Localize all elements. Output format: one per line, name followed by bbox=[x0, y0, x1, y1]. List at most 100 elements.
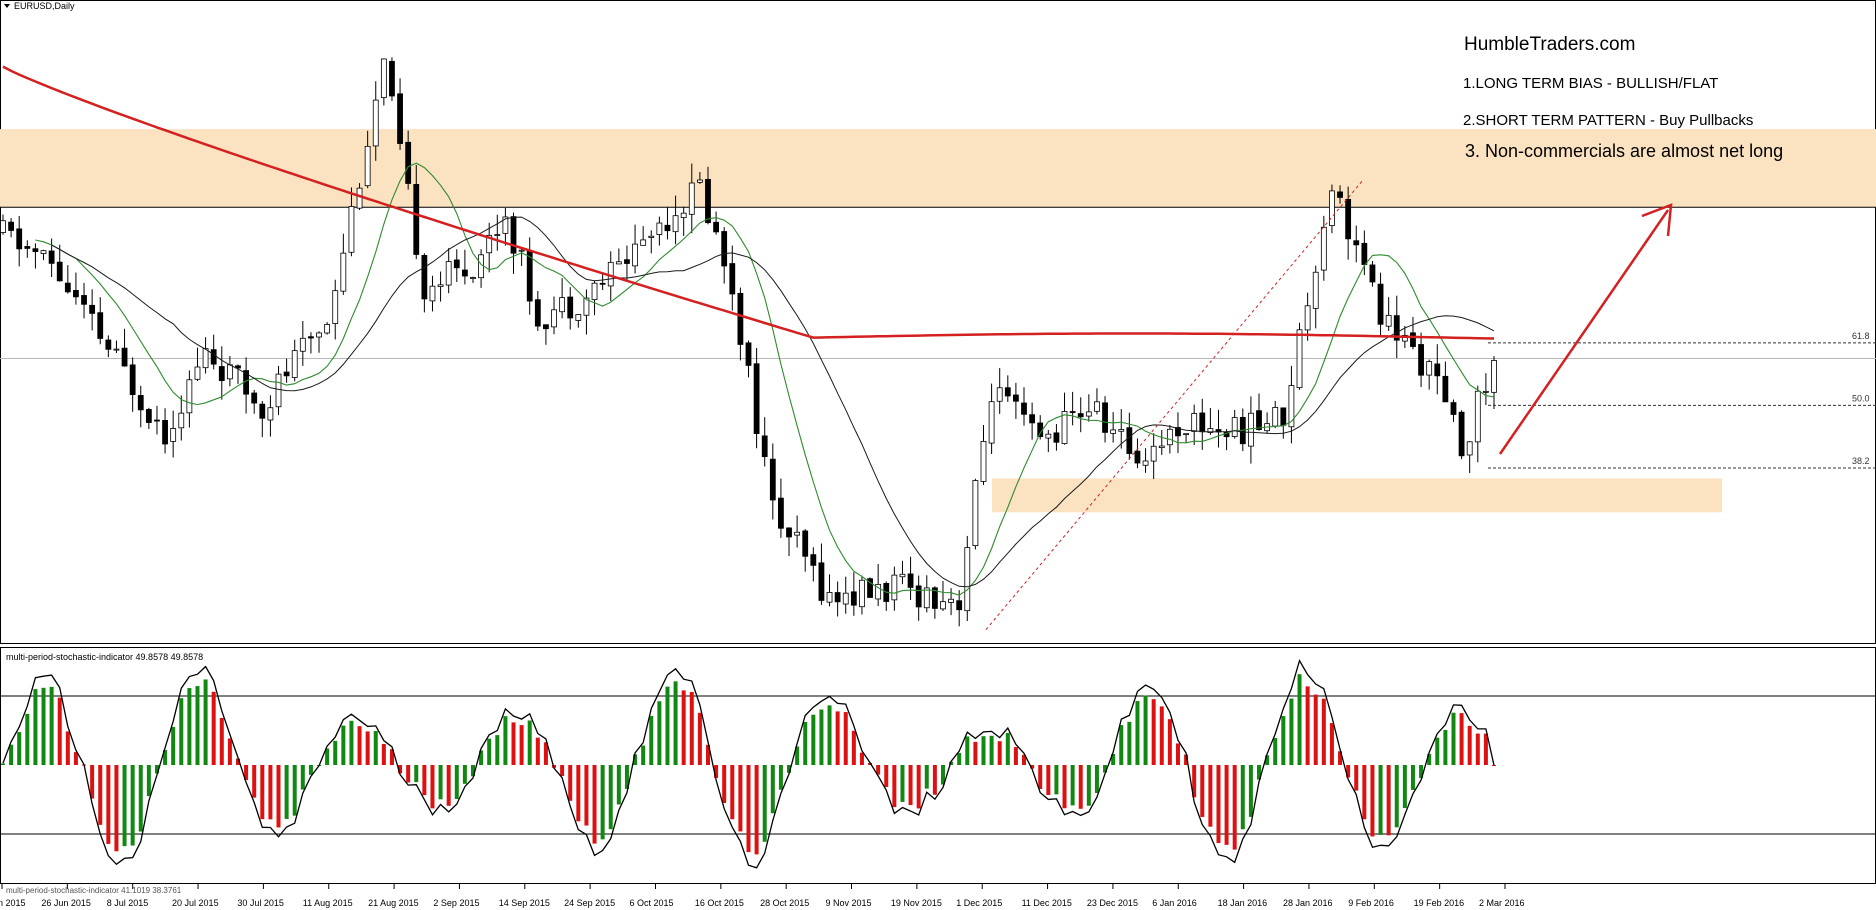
candle bbox=[1053, 424, 1060, 451]
osc-bar bbox=[219, 717, 224, 765]
candle bbox=[1110, 412, 1117, 443]
candle bbox=[1175, 412, 1181, 454]
candle-body bbox=[1061, 411, 1068, 445]
candle bbox=[551, 296, 557, 335]
candle-body bbox=[413, 184, 420, 255]
candle bbox=[453, 249, 460, 282]
candle-body bbox=[510, 216, 517, 254]
osc-bar bbox=[357, 726, 362, 765]
osc-bar bbox=[1483, 733, 1488, 765]
candle bbox=[445, 248, 452, 294]
x-tick-label: 6 Jan 2016 bbox=[1152, 898, 1197, 908]
candle bbox=[753, 348, 760, 449]
candle-body bbox=[1418, 344, 1424, 376]
osc-bar bbox=[665, 686, 670, 765]
candle-body bbox=[769, 458, 776, 501]
x-tick-label: 11 Aug 2015 bbox=[303, 898, 353, 908]
x-tick-label: 30 Jul 2015 bbox=[237, 898, 284, 908]
ma-200-red bbox=[2, 65, 1495, 340]
candle-body bbox=[186, 379, 193, 414]
candle bbox=[113, 340, 120, 353]
candle bbox=[1256, 393, 1262, 431]
candle bbox=[721, 227, 728, 284]
candle bbox=[510, 212, 517, 274]
osc-bar bbox=[179, 698, 184, 765]
osc-bar bbox=[349, 720, 354, 765]
candle-body bbox=[226, 364, 233, 380]
x-axis: 16 Jun 2015 26 Jun 2015 8 Jul 2015 20 Jul 2… bbox=[0, 884, 1525, 908]
candle bbox=[875, 563, 882, 607]
candle bbox=[486, 222, 493, 273]
candle-body bbox=[923, 587, 930, 609]
candle bbox=[275, 365, 282, 416]
candle-body bbox=[202, 348, 209, 369]
candle-body bbox=[980, 441, 987, 482]
ma-mid-black bbox=[51, 216, 1495, 588]
osc-bar bbox=[519, 725, 524, 765]
candle bbox=[543, 324, 549, 345]
candle bbox=[1426, 359, 1433, 390]
candle-body bbox=[907, 573, 914, 588]
osc-bar bbox=[778, 765, 783, 790]
candle-body bbox=[0, 220, 6, 233]
osc-bar bbox=[616, 765, 621, 805]
candle-body bbox=[1126, 427, 1133, 454]
candle-body bbox=[721, 231, 728, 267]
candle bbox=[729, 245, 736, 311]
osc-bar bbox=[1005, 732, 1010, 765]
candle bbox=[940, 580, 946, 611]
osc-bar bbox=[414, 765, 419, 783]
chart-menu-icon[interactable] bbox=[4, 4, 10, 8]
candle bbox=[97, 297, 104, 345]
candle bbox=[1369, 260, 1376, 287]
candle-body bbox=[1053, 432, 1060, 443]
candle bbox=[389, 57, 395, 102]
osc-bar bbox=[535, 737, 540, 765]
candle-body bbox=[1166, 428, 1173, 446]
candle bbox=[640, 226, 647, 246]
osc-bar bbox=[689, 691, 694, 765]
candle-body bbox=[129, 364, 136, 396]
osc-bar bbox=[1346, 765, 1351, 778]
candle bbox=[1134, 438, 1141, 469]
osc-bar bbox=[1151, 699, 1156, 765]
candle bbox=[956, 590, 963, 627]
candle-body bbox=[1401, 334, 1408, 342]
x-tick-label: 23 Dec 2015 bbox=[1087, 898, 1138, 908]
osc-bar bbox=[835, 711, 840, 765]
osc-bar bbox=[584, 765, 589, 826]
osc-bar bbox=[884, 765, 889, 788]
candle-body bbox=[1377, 283, 1384, 325]
candle bbox=[672, 195, 679, 245]
candle-body bbox=[1482, 390, 1489, 393]
candle bbox=[461, 249, 468, 285]
candle-body bbox=[794, 531, 801, 536]
candle-body bbox=[1345, 198, 1352, 240]
candle-body bbox=[470, 277, 476, 279]
candle bbox=[972, 478, 979, 550]
candle-body bbox=[964, 547, 971, 612]
candle bbox=[786, 527, 792, 557]
osc-bar bbox=[470, 765, 475, 777]
candle bbox=[664, 207, 671, 240]
osc-bar bbox=[673, 681, 678, 765]
candle bbox=[907, 556, 914, 601]
candle-body bbox=[559, 297, 566, 313]
candle-body bbox=[705, 178, 711, 224]
osc-bar bbox=[543, 742, 548, 765]
annotation-line-3: 3. Non-commercials are almost net long bbox=[1465, 141, 1783, 161]
candle bbox=[1061, 392, 1068, 445]
osc-bar bbox=[1232, 765, 1237, 850]
candle-body bbox=[1426, 361, 1433, 376]
x-tick-label: 16 Oct 2015 bbox=[695, 898, 744, 908]
candle bbox=[421, 253, 428, 313]
candle bbox=[518, 249, 525, 266]
osc-bar bbox=[900, 765, 905, 802]
osc-bar bbox=[422, 765, 427, 796]
osc-bar bbox=[1475, 733, 1480, 765]
candle-body bbox=[1304, 305, 1311, 331]
candle bbox=[1353, 225, 1360, 263]
candle-body bbox=[445, 261, 452, 286]
candle bbox=[1077, 397, 1084, 433]
candle bbox=[1215, 409, 1222, 448]
